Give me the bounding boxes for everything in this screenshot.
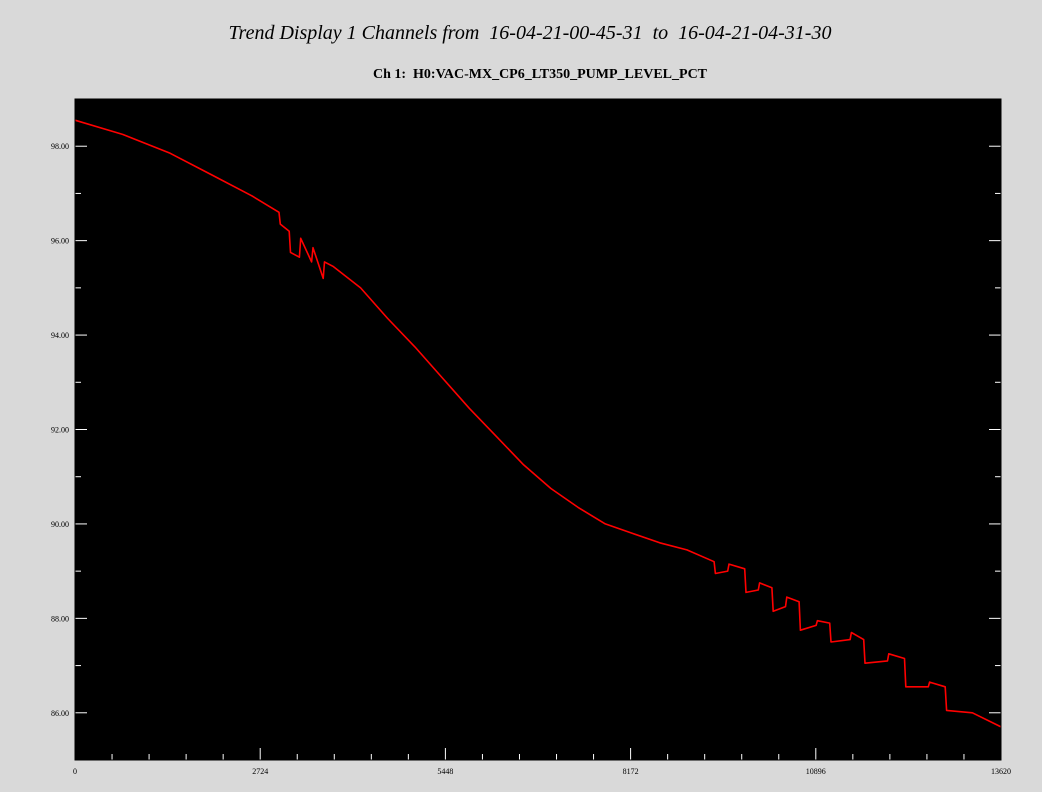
y-tick-label: 98.00 (51, 142, 69, 151)
plot-area (75, 99, 1001, 760)
chart-title: Trend Display 1 Channels from 16-04-21-0… (228, 22, 832, 44)
y-tick-label: 96.00 (51, 237, 69, 246)
x-tick-label: 5448 (437, 767, 453, 776)
x-tick-label: 0 (73, 767, 77, 776)
y-tick-label: 90.00 (51, 520, 69, 529)
series-line (74, 119, 1002, 728)
y-tick-label: 86.00 (51, 709, 69, 718)
x-tick-label: 13620 (991, 767, 1011, 776)
x-tick-label: 10896 (806, 767, 826, 776)
y-tick-label: 94.00 (51, 331, 69, 340)
x-tick-label: 2724 (252, 767, 268, 776)
channel-subtitle: Ch 1: H0:VAC-MX_CP6_LT350_PUMP_LEVEL_PCT (372, 67, 708, 82)
plot-frame (74, 98, 1002, 761)
x-tick-label: 8172 (623, 767, 639, 776)
y-tick-label: 92.00 (51, 426, 69, 435)
y-tick-label: 88.00 (51, 614, 69, 623)
